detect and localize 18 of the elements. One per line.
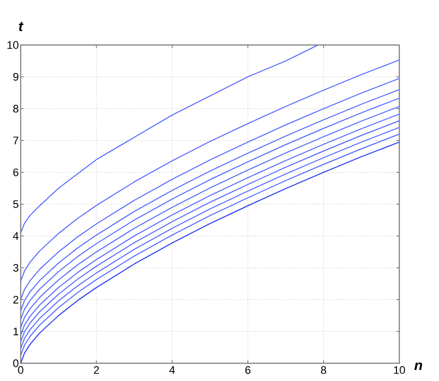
x-tick-label: 10 [394,366,405,374]
x-axis-title: n [414,362,422,370]
x-tick-label: 6 [245,366,250,374]
y-tick-label: 9 [13,72,18,81]
x-tick-label: 4 [169,366,175,374]
y-axis-title: t [18,22,24,32]
y-tick-label: 4 [13,232,19,240]
y-tick-label: 1 [14,328,18,336]
x-tick-label: 2 [94,366,99,374]
x-tick-label: 8 [321,366,326,374]
y-tick-label: 3 [13,264,18,272]
y-tick-label: 6 [13,168,18,176]
y-tick-label: 0 [13,359,18,368]
y-tick-label: 2 [13,296,18,304]
y-tick-label: 8 [13,104,18,113]
y-tick-label: 7 [13,136,18,144]
y-tick-label: 5 [13,200,18,208]
y-tick-label: 10 [7,41,18,49]
